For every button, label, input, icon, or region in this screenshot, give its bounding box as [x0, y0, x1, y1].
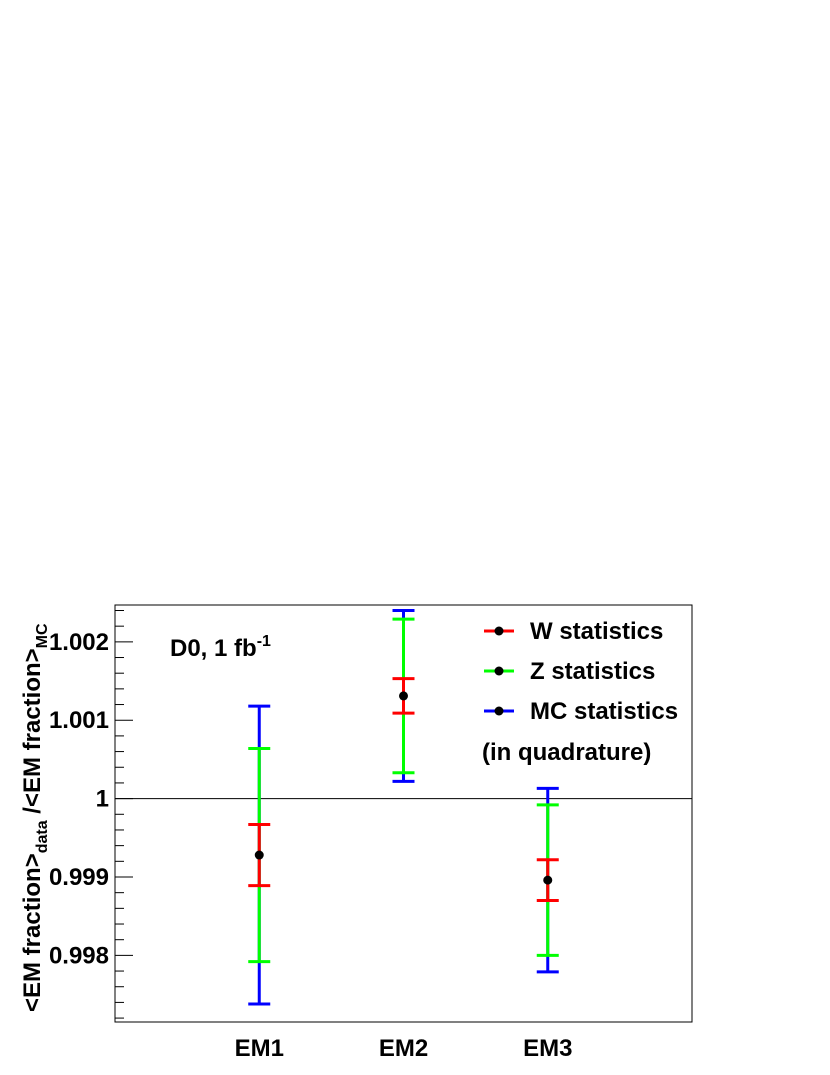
w-statisticslegend-marker — [494, 626, 504, 636]
x-tick-label: EM3 — [523, 1035, 572, 1062]
y-tick-label: 1.001 — [49, 707, 109, 734]
mc-statisticslegend-marker — [494, 706, 504, 716]
plot-frame — [114, 604, 693, 1023]
x-tick-label: EM2 — [379, 1035, 428, 1062]
annotation-text: D0, 1 fb — [170, 635, 257, 662]
y-axis-label-part1: <EM fraction> — [19, 853, 46, 1012]
data-point — [543, 875, 553, 885]
data-point — [254, 850, 264, 860]
y-tick-label: 0.998 — [49, 942, 109, 969]
y-tick-label: 1 — [96, 786, 109, 813]
y-axis-label: <EM fraction>data /<EM fraction>MC — [19, 623, 51, 1012]
y-axis-label-sub1: data — [34, 820, 51, 853]
w-statisticslegend-label: W statistics — [530, 618, 663, 645]
x-tick-label: EM1 — [235, 1035, 284, 1062]
mc-statisticslegend-label: MC statistics — [530, 698, 678, 725]
legend: W statistics Z statistics MC statistics — [484, 618, 678, 725]
z-statisticslegend-marker — [494, 666, 504, 676]
y-axis-label-sub2: MC — [34, 623, 51, 648]
z-statisticslegend-label: Z statistics — [530, 658, 655, 685]
plot-area: 0.998 0.999 1 1.001 1.002 EM1 EM2 EM3 — [49, 604, 693, 1062]
y-tick-label: 1.002 — [49, 629, 109, 656]
annotation-superscript: -1 — [257, 633, 271, 650]
y-tick-label: 0.999 — [49, 864, 109, 891]
data-point — [399, 691, 408, 701]
experiment-annotation: D0, 1 fb-1 — [170, 633, 271, 662]
y-axis-label-part2: /<EM fraction> — [19, 648, 46, 820]
legend-note: (in quadrature) — [482, 739, 651, 766]
